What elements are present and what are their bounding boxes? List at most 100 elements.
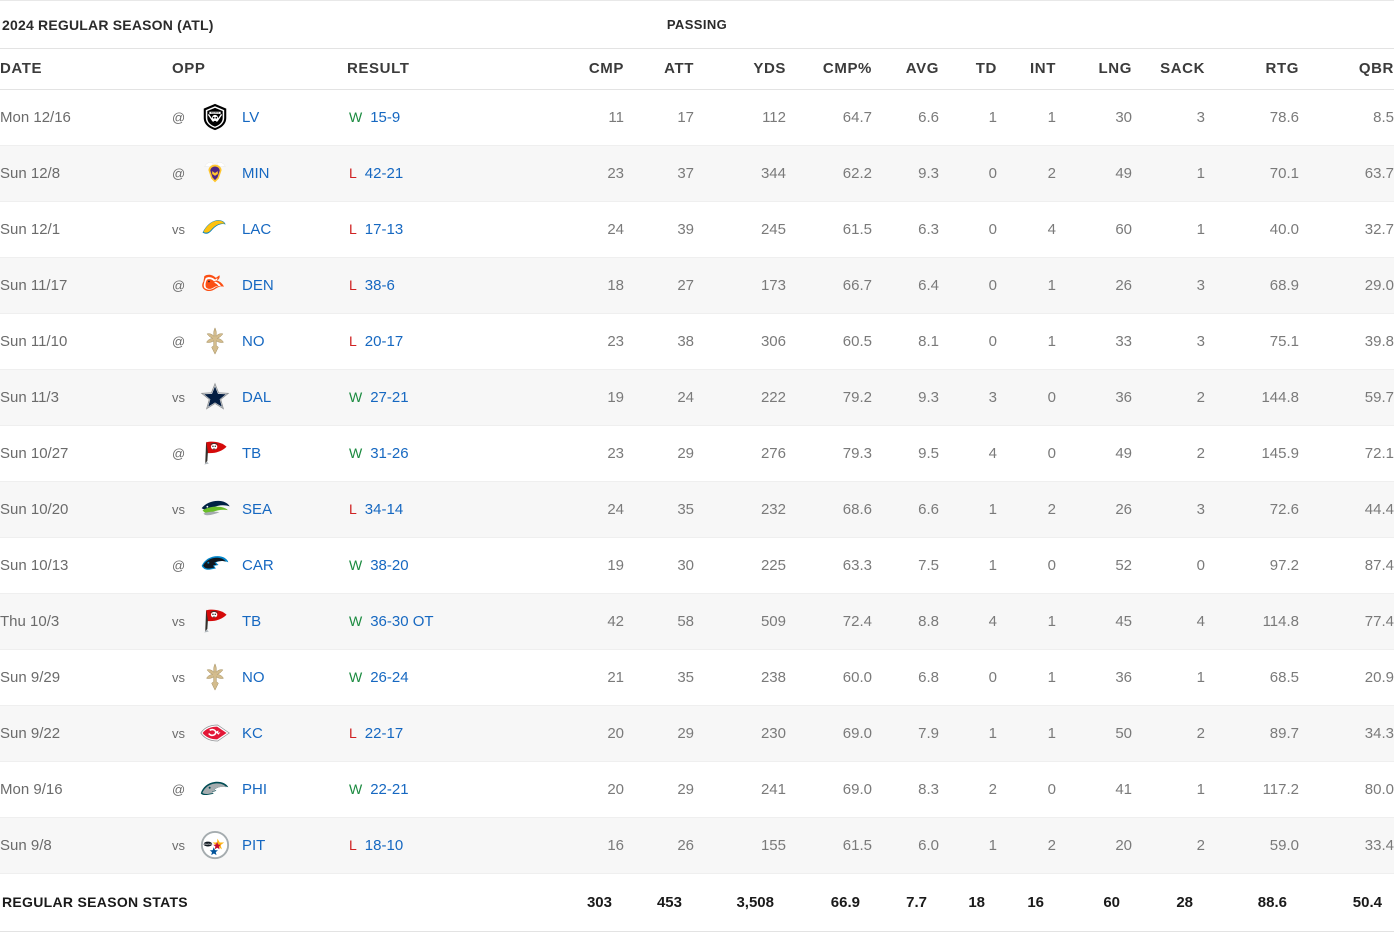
game-score-link[interactable]: 22-21 (370, 780, 409, 798)
cell-att: 37 (624, 145, 694, 202)
cell-date: Sun 9/8 (0, 817, 172, 874)
cell-int: 2 (997, 481, 1056, 538)
col-header-opp[interactable]: OPP (172, 49, 347, 90)
game-score-link[interactable]: 20-17 (364, 332, 404, 350)
table-row[interactable]: Thu 10/3 vs TB W 36-30 OT 42 58 509 72.4 8.8 4 1 45 4… (0, 593, 1394, 650)
cell-int: 1 (997, 593, 1056, 650)
opponent-link[interactable]: DAL (242, 388, 272, 406)
cell-opponent: @ DEN (172, 257, 347, 314)
win-loss-indicator: L (349, 164, 357, 181)
cell-sack: 2 (1132, 425, 1205, 482)
table-row[interactable]: Sun 11/10 @ NO L 20-17 23 38 306 60.5 8.1 0 1 33 3 75.… (0, 313, 1394, 370)
game-score-link[interactable]: 36-30 OT (370, 612, 434, 630)
cell-cmp-pct: 69.0 (786, 761, 872, 818)
opponent-link[interactable]: SEA (242, 500, 273, 518)
opponent-link[interactable]: PHI (242, 780, 268, 798)
table-row[interactable]: Sun 10/13 @ CAR W 38-20 19 30 225 63.3 7.5 1 0 52 0 97… (0, 537, 1394, 594)
svg-text:Steelers: Steelers (203, 843, 213, 846)
table-row[interactable]: Sun 12/8 @ MIN L 42-21 23 37 344 62.2 9.3 0 2 49 1 70.… (0, 145, 1394, 202)
game-score-link[interactable]: 22-17 (364, 724, 404, 742)
col-header-yds[interactable]: YDS (694, 49, 786, 90)
cell-result: W 22-21 (347, 761, 556, 818)
table-row[interactable]: Sun 9/29 vs NO W 26-24 21 35 238 60.0 6.8 0 1 36 1 68.… (0, 649, 1394, 706)
cell-result: W 31-26 (347, 425, 556, 482)
cell-result: W 15-9 (347, 89, 556, 146)
table-row[interactable]: Sun 9/22 vs KC L 22-17 20 29 230 69.0 7.9 1 1 50 2 89.… (0, 705, 1394, 762)
opponent-link[interactable]: PIT (242, 836, 266, 854)
cell-yds: 232 (694, 481, 786, 538)
cell-att: 58 (624, 593, 694, 650)
totals-sack: 28 (1132, 872, 1205, 932)
buccaneers-logo (198, 604, 232, 638)
cell-qbr: 87.4 (1299, 537, 1394, 594)
col-header-cmp-pct[interactable]: CMP% (786, 49, 872, 90)
game-score-link[interactable]: 26-24 (370, 668, 409, 686)
cell-sack: 1 (1132, 649, 1205, 706)
opponent-link[interactable]: LV (242, 108, 260, 126)
col-header-cmp[interactable]: CMP (556, 49, 624, 90)
col-header-td[interactable]: TD (939, 49, 997, 90)
opponent-link[interactable]: MIN (242, 164, 270, 182)
cell-att: 35 (624, 481, 694, 538)
cell-qbr: 34.3 (1299, 705, 1394, 762)
table-row[interactable]: Sun 9/8 vs Steelers PIT L 18-10 16 26 155 61.5 6.0… (0, 817, 1394, 874)
opponent-link[interactable]: KC (242, 724, 263, 742)
win-loss-indicator: W (349, 388, 363, 405)
table-row[interactable]: Sun 10/20 vs SEA L 34-14 24 35 232 68.6 6.6 1 2 26 3 7… (0, 481, 1394, 538)
game-score-link[interactable]: 15-9 (370, 108, 401, 126)
broncos-logo (198, 268, 232, 302)
cell-sack: 3 (1132, 313, 1205, 370)
steelers-logo: Steelers (198, 828, 232, 862)
cell-cmp-pct: 64.7 (786, 89, 872, 146)
cell-lng: 33 (1056, 313, 1132, 370)
cell-qbr: 44.4 (1299, 481, 1394, 538)
cell-opponent: @ CAR (172, 537, 347, 594)
cell-sack: 0 (1132, 537, 1205, 594)
game-score-link[interactable]: 27-21 (370, 388, 409, 406)
opponent-link[interactable]: TB (242, 444, 262, 462)
opponent-link[interactable]: DEN (242, 276, 274, 294)
cell-int: 1 (997, 313, 1056, 370)
cell-date: Sun 10/13 (0, 537, 172, 594)
game-score-link[interactable]: 17-13 (364, 220, 404, 238)
game-score-link[interactable]: 38-20 (370, 556, 409, 574)
table-row[interactable]: Sun 10/27 @ TB W 31-26 23 29 276 79.3 9.5 4 0 49 2 145… (0, 425, 1394, 482)
col-header-rtg[interactable]: RTG (1205, 49, 1299, 90)
col-header-date[interactable]: DATE (0, 49, 172, 90)
game-score-link[interactable]: 18-10 (364, 836, 404, 854)
opponent-link[interactable]: TB (242, 612, 262, 630)
opponent-link[interactable]: NO (242, 668, 265, 686)
cell-att: 39 (624, 201, 694, 258)
away-indicator: @ (172, 333, 186, 349)
eagles-logo (198, 772, 232, 806)
cell-yds: 276 (694, 425, 786, 482)
game-score-link[interactable]: 34-14 (364, 500, 404, 518)
table-row[interactable]: Sun 11/3 vs DAL W 27-21 19 24 222 79.2 9.3 3 0 36 2 14… (0, 369, 1394, 426)
game-score-link[interactable]: 31-26 (370, 444, 409, 462)
col-header-att[interactable]: ATT (624, 49, 694, 90)
opponent-link[interactable]: LAC (242, 220, 272, 238)
table-row[interactable]: Mon 12/16 @ RAIDERS LV W 15-9 11 17 112 64.7 6.6 1 1… (0, 89, 1394, 146)
cell-result: L 38-6 (347, 257, 556, 314)
cell-td: 0 (939, 313, 997, 370)
opponent-link[interactable]: CAR (242, 556, 274, 574)
cell-cmp-pct: 79.2 (786, 369, 872, 426)
cell-int: 2 (997, 145, 1056, 202)
table-row[interactable]: Sun 11/17 @ DEN L 38-6 18 27 173 66.7 6.4 0 1 26 3 68.… (0, 257, 1394, 314)
col-header-qbr[interactable]: QBR (1299, 49, 1394, 90)
cell-qbr: 20.9 (1299, 649, 1394, 706)
cell-cmp: 20 (556, 705, 624, 762)
col-header-result[interactable]: RESULT (347, 49, 556, 90)
col-header-sack[interactable]: SACK (1132, 49, 1205, 90)
col-header-avg[interactable]: AVG (872, 49, 939, 90)
table-row[interactable]: Sun 12/1 vs LAC L 17-13 24 39 245 61.5 6.3 0 4 60 1 40… (0, 201, 1394, 258)
totals-cmp: 303 (556, 872, 624, 932)
game-score-link[interactable]: 42-21 (364, 164, 404, 182)
totals-cmp-pct: 66.9 (786, 872, 872, 932)
opponent-link[interactable]: NO (242, 332, 265, 350)
col-header-lng[interactable]: LNG (1056, 49, 1132, 90)
col-header-int[interactable]: INT (997, 49, 1056, 90)
game-score-link[interactable]: 38-6 (364, 276, 395, 294)
table-row[interactable]: Mon 9/16 @ PHI W 22-21 20 29 241 69.0 8.3 2 0 41 1 117… (0, 761, 1394, 818)
cell-int: 4 (997, 201, 1056, 258)
